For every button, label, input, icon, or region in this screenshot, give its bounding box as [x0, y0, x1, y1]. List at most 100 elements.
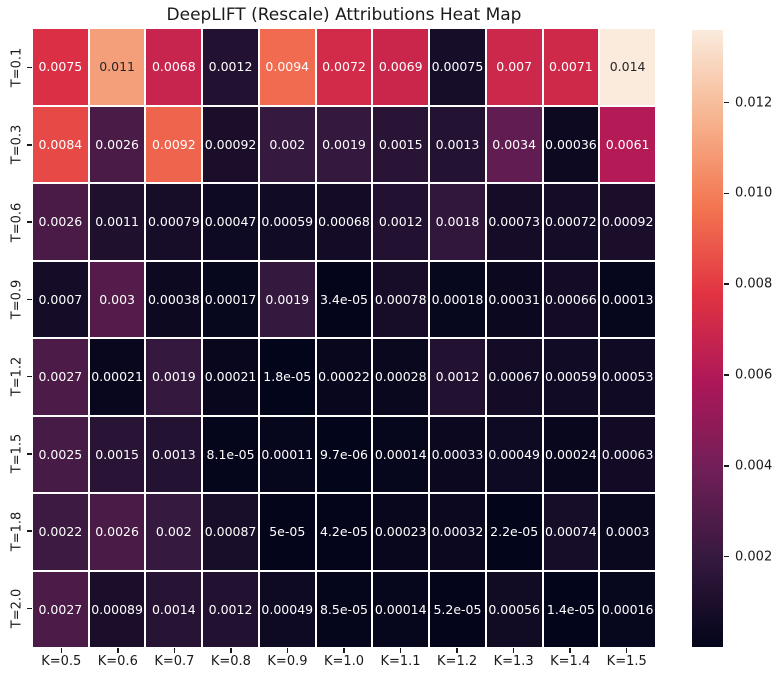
- y-tick-label: T=0.6: [9, 202, 25, 242]
- heatmap-cell: 0.0072: [316, 29, 372, 105]
- heatmap-cell: 0.00024: [543, 416, 599, 492]
- heatmap-cell: 0.00078: [373, 261, 429, 337]
- heatmap-cell: 0.0094: [259, 29, 315, 105]
- heatmap-cell: 0.00013: [600, 261, 655, 337]
- heatmap-cell: 0.00074: [543, 494, 599, 570]
- y-tick-mark: [27, 221, 32, 223]
- heatmap-cell: 0.0026: [89, 106, 145, 182]
- heatmap-cell: 0.00022: [316, 339, 372, 415]
- colorbar-tick-label: 0.006: [735, 367, 773, 383]
- heatmap-cell: 0.011: [89, 29, 145, 105]
- heatmap-cell: 0.0025: [33, 416, 88, 492]
- x-tick-label: K=0.7: [154, 654, 195, 669]
- heatmap-cell: 0.00031: [486, 261, 542, 337]
- heatmap-cell: 0.0012: [430, 339, 485, 415]
- heatmap-cell: 0.00068: [316, 184, 372, 260]
- heatmap-cell: 8.1e-05: [203, 416, 258, 492]
- heatmap-cell: 0.0019: [259, 261, 315, 337]
- heatmap-cell: 0.00059: [259, 184, 315, 260]
- heatmap-cell: 1.4e-05: [543, 571, 599, 647]
- heatmap-cell: 0.00089: [89, 571, 145, 647]
- heatmap-cell: 0.0018: [430, 184, 485, 260]
- heatmap-cell: 0.00028: [373, 339, 429, 415]
- heatmap-cell: 0.00038: [146, 261, 202, 337]
- heatmap-cell: 0.0022: [33, 494, 88, 570]
- heatmap-cell: 0.00075: [430, 29, 485, 105]
- y-tick-label: T=1.8: [9, 511, 25, 551]
- heatmap-cell: 0.0003: [600, 494, 655, 570]
- heatmap-cell: 0.00014: [373, 571, 429, 647]
- heatmap-cell: 0.00059: [543, 339, 599, 415]
- x-tick-mark: [117, 648, 119, 653]
- heatmap-cell: 3.4e-05: [316, 261, 372, 337]
- heatmap-cell: 0.0084: [33, 106, 88, 182]
- y-tick-label: T=0.9: [9, 279, 25, 320]
- heatmap-cell: 0.0014: [146, 571, 202, 647]
- heatmap-cell: 0.00014: [373, 416, 429, 492]
- heatmap-cell: 0.0015: [373, 106, 429, 182]
- x-tick-label: K=1.0: [323, 654, 365, 669]
- heatmap-cell: 0.00092: [203, 106, 258, 182]
- heatmap-cell: 0.0013: [146, 416, 202, 492]
- x-tick-label: K=1.4: [550, 654, 591, 669]
- heatmap-cell: 0.007: [486, 29, 542, 105]
- heatmap-cell: 0.0027: [33, 571, 88, 647]
- heatmap-cell: 0.003: [89, 261, 145, 337]
- heatmap-cell: 0.00011: [259, 416, 315, 492]
- y-tick-label: T=0.3: [9, 125, 25, 165]
- heatmap-cell: 0.00017: [203, 261, 258, 337]
- heatmap-cell: 0.0026: [33, 184, 88, 260]
- heatmap-cell: 0.0027: [33, 339, 88, 415]
- heatmap-cell: 0.0012: [373, 184, 429, 260]
- heatmap-cell: 0.00047: [203, 184, 258, 260]
- heatmap-cell: 0.00018: [430, 261, 485, 337]
- heatmap-cell: 0.00032: [430, 494, 485, 570]
- heatmap-cell: 0.0026: [89, 494, 145, 570]
- heatmap-cell: 0.00033: [430, 416, 485, 492]
- x-tick-label: K=0.6: [97, 654, 138, 669]
- heatmap-cell: 0.00087: [203, 494, 258, 570]
- heatmap-cell: 0.00023: [373, 494, 429, 570]
- heatmap-cell: 0.00053: [600, 339, 655, 415]
- x-tick-label: K=1.1: [380, 654, 421, 669]
- heatmap-cell: 9.7e-06: [316, 416, 372, 492]
- heatmap-cell: 0.00036: [543, 106, 599, 182]
- heatmap-cell: 0.00072: [543, 184, 599, 260]
- heatmap-cell: 0.0071: [543, 29, 599, 105]
- heatmap-cell: 0.00016: [600, 571, 655, 647]
- heatmap-cell: 0.0092: [146, 106, 202, 182]
- x-tick-label: K=1.3: [493, 654, 534, 669]
- heatmap-cell: 0.0061: [600, 106, 655, 182]
- heatmap-cell: 0.0019: [146, 339, 202, 415]
- heatmap-cell: 0.002: [259, 106, 315, 182]
- heatmap-cell: 0.0007: [33, 261, 88, 337]
- heatmap-cell: 0.00056: [486, 571, 542, 647]
- heatmap-cell: 0.0011: [89, 184, 145, 260]
- x-tick-mark: [343, 648, 345, 653]
- heatmap-cell: 4.2e-05: [316, 494, 372, 570]
- heatmap-cell: 0.0013: [430, 106, 485, 182]
- heatmap-cell: 0.00021: [203, 339, 258, 415]
- heatmap-cell: 8.5e-05: [316, 571, 372, 647]
- colorbar-tick-label: 0.010: [735, 185, 773, 201]
- y-tick-mark: [27, 66, 32, 69]
- heatmap-cell: 0.00073: [486, 184, 542, 260]
- colorbar-tick-mark: [724, 192, 729, 195]
- colorbar-tick-mark: [724, 555, 729, 558]
- y-tick-mark: [27, 144, 32, 146]
- heatmap-cell: 0.00049: [259, 571, 315, 647]
- colorbar-tick-mark: [724, 374, 729, 376]
- heatmap-cell: 0.00066: [543, 261, 599, 337]
- x-tick-mark: [230, 648, 232, 653]
- y-tick-mark: [27, 375, 32, 378]
- x-tick-mark: [399, 648, 402, 653]
- heatmap-cell: 0.002: [146, 494, 202, 570]
- x-tick-mark: [625, 648, 628, 653]
- colorbar-tick-mark: [724, 101, 729, 104]
- y-tick-mark: [27, 607, 32, 610]
- y-tick-mark: [27, 453, 32, 455]
- heatmap-cell: 0.0019: [316, 106, 372, 182]
- y-tick-label: T=1.5: [9, 434, 25, 474]
- heatmap-cell: 5e-05: [259, 494, 315, 570]
